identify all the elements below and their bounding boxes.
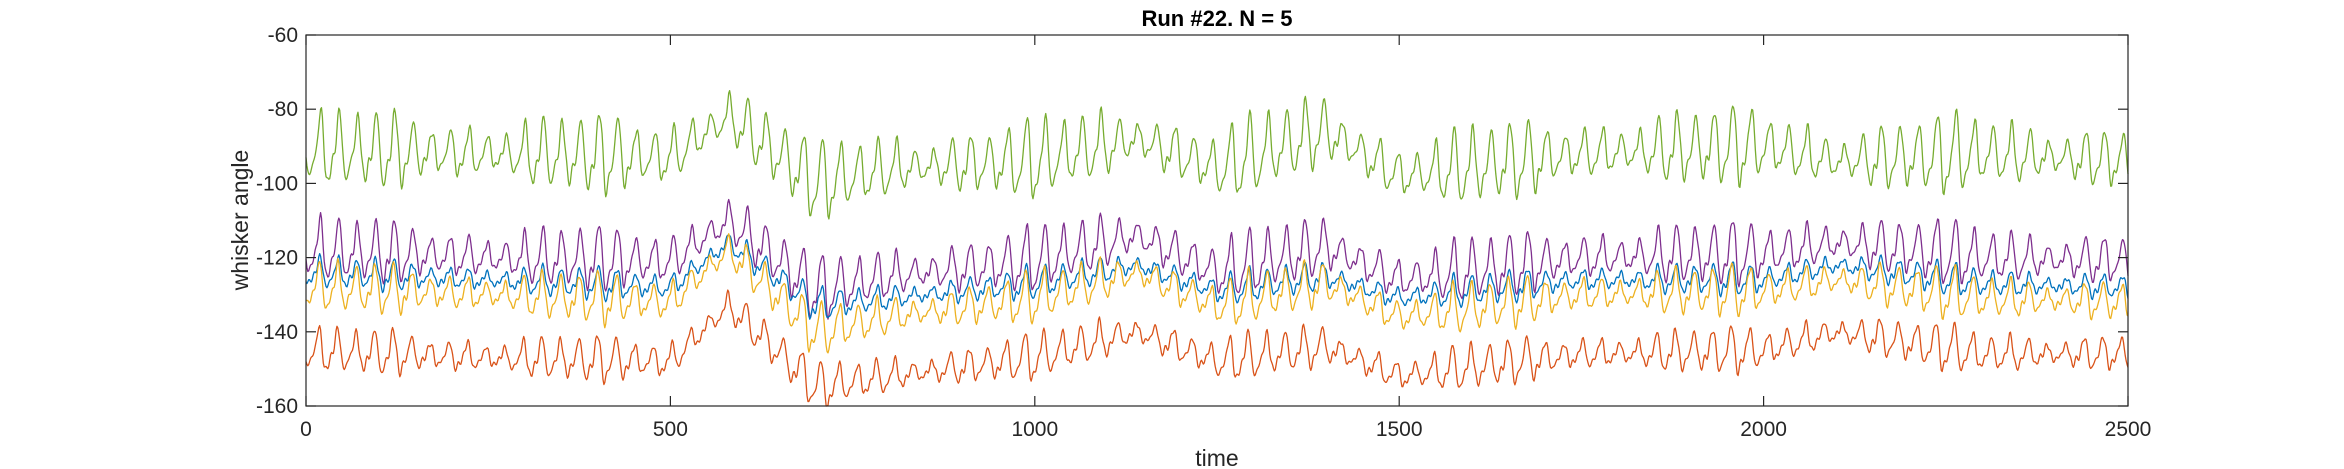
x-tick-label: 1500: [1376, 418, 1423, 441]
y-tick-label: -60: [268, 24, 298, 47]
tick-layer: 0 500 1000 1500 2000 2500 -160 -140 -120 -100 -80 -…: [256, 24, 2151, 441]
series-line-3: [305, 234, 2129, 320]
x-tick-label: 2500: [2105, 418, 2152, 441]
series-line-5: [305, 289, 2129, 407]
x-tick-label: 500: [653, 418, 688, 441]
y-axis-label: whisker angle: [227, 150, 253, 292]
x-tick-label: 2000: [1740, 418, 1787, 441]
y-tick-label: -160: [256, 395, 298, 418]
series-layer: [305, 89, 2129, 407]
chart-title: Run #22. N = 5: [1141, 6, 1292, 31]
y-tick-label: -100: [256, 172, 298, 195]
series-line-1: [305, 89, 2129, 220]
x-tick-label: 1000: [1011, 418, 1058, 441]
y-tick-label: -80: [268, 98, 298, 121]
x-axis-label: time: [1195, 445, 1238, 469]
plot-frame: [305, 34, 2129, 407]
x-tick-label: 0: [300, 418, 312, 441]
y-tick-label: -120: [256, 247, 298, 270]
series-line-4: [305, 233, 2129, 354]
series-line-2: [305, 198, 2129, 320]
plot-area: [306, 35, 2128, 406]
y-tick-label: -140: [256, 321, 298, 344]
